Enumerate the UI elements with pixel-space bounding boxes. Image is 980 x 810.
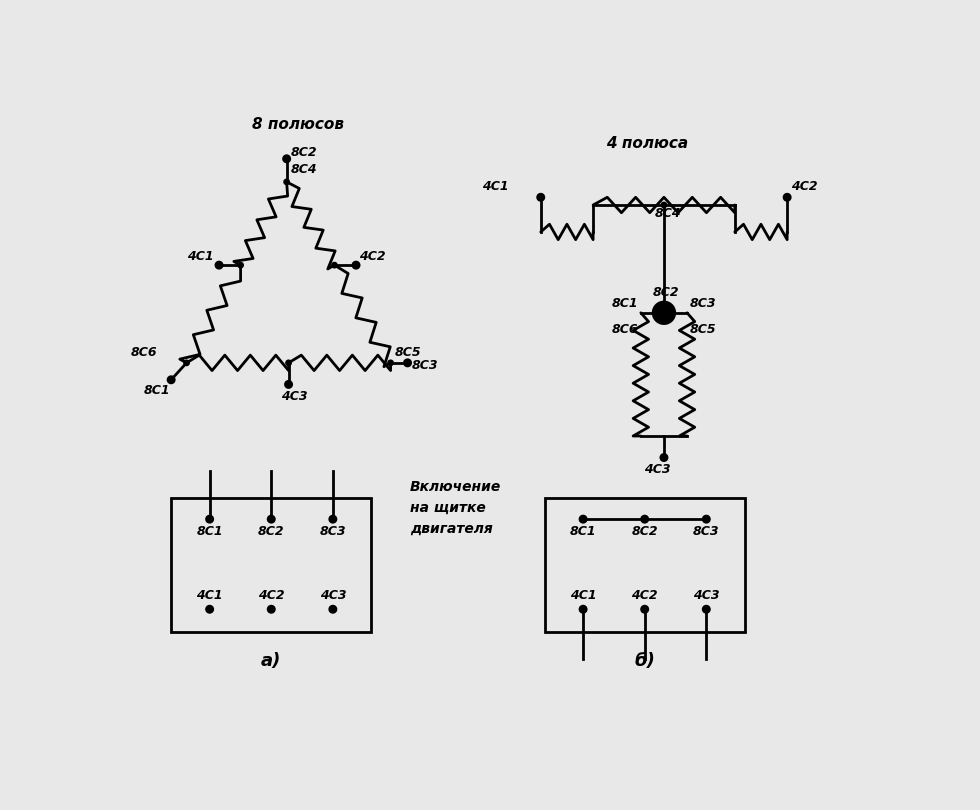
- Text: 8С3: 8С3: [319, 526, 346, 539]
- Circle shape: [642, 516, 648, 522]
- Circle shape: [330, 606, 336, 612]
- Text: 4С2: 4С2: [258, 589, 284, 602]
- Circle shape: [207, 606, 213, 612]
- Text: 4С2: 4С2: [791, 181, 817, 194]
- Text: 4 полюса: 4 полюса: [607, 136, 688, 151]
- Text: 4С3: 4С3: [281, 390, 308, 403]
- Text: 8С6: 8С6: [612, 323, 638, 336]
- Text: 8С2: 8С2: [631, 526, 658, 539]
- Circle shape: [353, 262, 359, 268]
- Circle shape: [238, 262, 243, 268]
- Circle shape: [580, 606, 586, 612]
- Circle shape: [184, 360, 189, 365]
- Text: 8С1: 8С1: [569, 526, 597, 539]
- Circle shape: [662, 202, 666, 207]
- Circle shape: [284, 179, 289, 185]
- Text: 8С5: 8С5: [395, 346, 421, 359]
- Circle shape: [330, 516, 336, 522]
- Text: Включение: Включение: [410, 480, 501, 494]
- Text: 4С1: 4С1: [569, 589, 597, 602]
- Text: на щитке: на щитке: [410, 501, 486, 514]
- Text: 8С2: 8С2: [290, 146, 318, 159]
- Text: двигателя: двигателя: [410, 522, 493, 535]
- Text: 8 полюсов: 8 полюсов: [252, 117, 344, 132]
- Circle shape: [286, 360, 291, 365]
- Circle shape: [661, 454, 667, 461]
- Text: 4С2: 4С2: [631, 589, 658, 602]
- Text: 8С3: 8С3: [689, 297, 716, 310]
- Circle shape: [642, 606, 648, 612]
- Circle shape: [207, 516, 213, 522]
- Circle shape: [332, 262, 337, 268]
- Text: 8С3: 8С3: [693, 526, 719, 539]
- Circle shape: [538, 194, 544, 200]
- Text: 8С1: 8С1: [144, 385, 171, 398]
- Bar: [172, 497, 371, 633]
- Circle shape: [704, 516, 710, 522]
- Text: 4С3: 4С3: [645, 463, 671, 476]
- Text: 8С4: 8С4: [655, 207, 681, 220]
- Circle shape: [269, 516, 274, 522]
- Circle shape: [784, 194, 790, 200]
- Circle shape: [654, 302, 674, 323]
- Text: 4С1: 4С1: [482, 181, 509, 194]
- Text: 8С1: 8С1: [612, 297, 638, 310]
- Circle shape: [216, 262, 222, 268]
- Circle shape: [269, 606, 274, 612]
- Circle shape: [388, 360, 393, 365]
- Circle shape: [285, 382, 292, 387]
- Text: 8С5: 8С5: [689, 323, 716, 336]
- Text: 4С3: 4С3: [319, 589, 346, 602]
- Circle shape: [405, 360, 411, 366]
- Text: 8С2: 8С2: [654, 286, 680, 299]
- Text: 8С3: 8С3: [412, 360, 438, 373]
- Circle shape: [169, 377, 174, 383]
- Circle shape: [580, 516, 586, 522]
- Circle shape: [704, 606, 710, 612]
- Text: 4С1: 4С1: [196, 589, 223, 602]
- Text: а): а): [261, 651, 281, 670]
- Text: 8С2: 8С2: [258, 526, 284, 539]
- Circle shape: [283, 156, 290, 162]
- Bar: [545, 497, 745, 633]
- Text: 8С4: 8С4: [290, 163, 318, 176]
- Text: 8С1: 8С1: [196, 526, 223, 539]
- Text: 4С2: 4С2: [359, 249, 386, 262]
- Text: 4С3: 4С3: [693, 589, 719, 602]
- Text: 8С6: 8С6: [131, 346, 158, 359]
- Text: б): б): [634, 651, 656, 670]
- Text: 4С1: 4С1: [187, 249, 214, 262]
